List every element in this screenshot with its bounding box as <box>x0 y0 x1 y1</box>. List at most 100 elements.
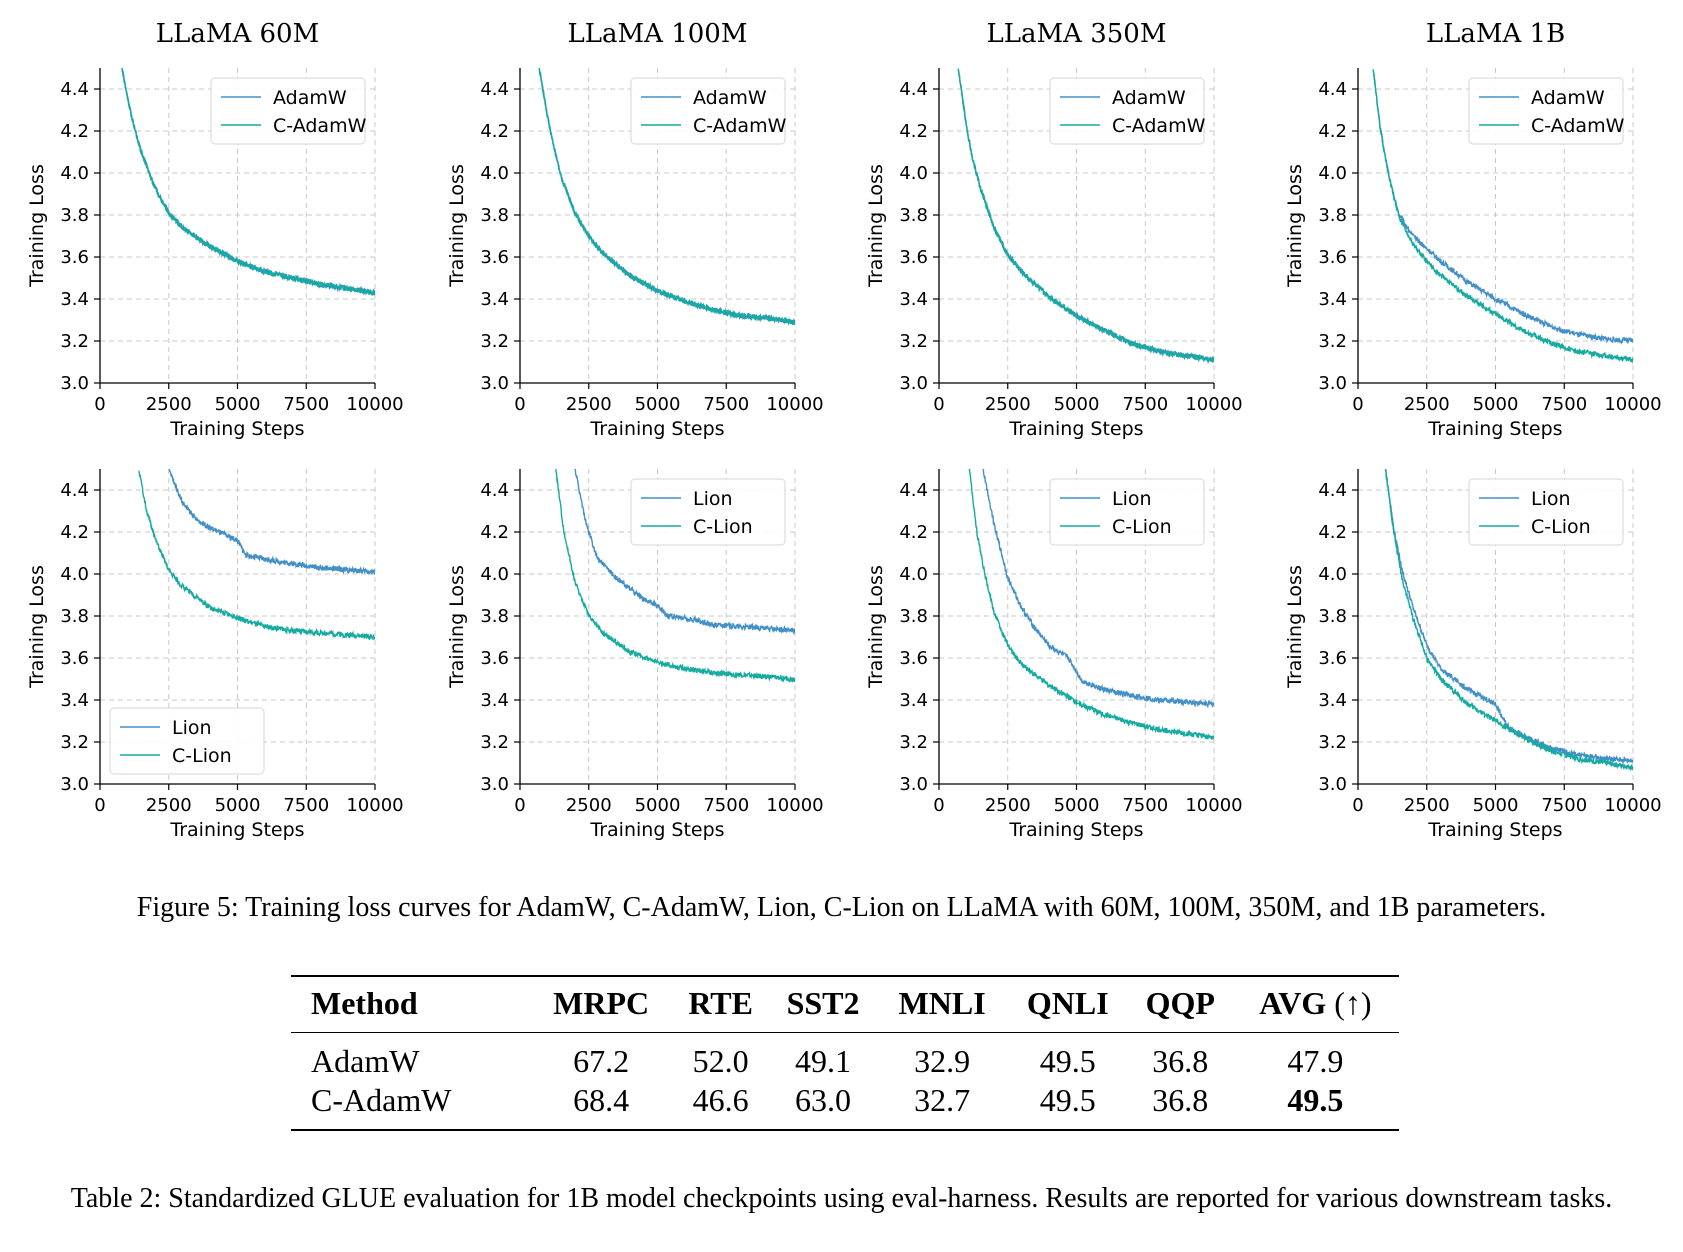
x-tick-label: 10000 <box>1604 795 1661 816</box>
series-line <box>957 68 1214 364</box>
y-tick-label: 3.2 <box>1318 331 1347 352</box>
series-line <box>574 469 795 636</box>
legend-label: C-Lion <box>1531 516 1591 538</box>
table-cell: 49.5 <box>1039 1043 1096 1079</box>
y-tick-label: 3.2 <box>60 331 89 352</box>
table-cell: 49.1 <box>795 1043 852 1079</box>
x-tick-label: 5000 <box>1054 795 1100 816</box>
y-tick-label: 3.8 <box>480 205 509 226</box>
x-tick-label: 10000 <box>346 394 403 415</box>
x-tick-label: 0 <box>933 394 944 415</box>
y-tick-label: 4.0 <box>899 564 928 585</box>
y-tick-label: 4.4 <box>480 79 509 100</box>
panel-title: LLaMA 350M <box>987 19 1167 49</box>
y-tick-label: 4.2 <box>60 522 89 543</box>
series-line <box>968 469 1214 740</box>
legend-label: C-AdamW <box>693 115 787 137</box>
y-tick-label: 3.2 <box>1318 732 1347 753</box>
x-tick-label: 10000 <box>766 394 823 415</box>
y-tick-label: 3.4 <box>60 690 89 711</box>
series-line <box>138 470 375 641</box>
legend-box <box>630 77 786 145</box>
x-tick-label: 0 <box>933 795 944 816</box>
legend-label: Lion <box>693 488 733 510</box>
y-axis-label: Training Loss <box>26 164 48 288</box>
x-axis-label: Training Steps <box>169 418 304 440</box>
y-tick-label: 4.4 <box>1318 480 1347 501</box>
y-tick-label: 4.0 <box>1318 163 1347 184</box>
table-cell: 49.5 <box>1039 1082 1096 1118</box>
header-rte: RTE <box>688 985 753 1021</box>
y-tick-label: 3.0 <box>480 373 509 394</box>
x-tick-label: 7500 <box>283 795 329 816</box>
table-cell: 68.4 <box>573 1082 630 1118</box>
table-cell: 32.9 <box>914 1043 971 1079</box>
table-cell: 46.6 <box>692 1082 749 1118</box>
y-tick-label: 4.4 <box>1318 79 1347 100</box>
y-tick-label: 3.2 <box>480 331 509 352</box>
legend-label: C-AdamW <box>1531 115 1625 137</box>
x-tick-label: 7500 <box>1541 394 1587 415</box>
x-tick-label: 5000 <box>215 394 261 415</box>
row-method: AdamW <box>311 1043 420 1079</box>
x-tick-label: 7500 <box>1122 795 1168 816</box>
y-axis-label: Training Loss <box>865 565 887 689</box>
x-tick-label: 7500 <box>1122 394 1168 415</box>
legend-box <box>1468 478 1624 546</box>
legend-label: C-AdamW <box>1112 115 1206 137</box>
x-tick-label: 10000 <box>1185 795 1242 816</box>
legend-label: Lion <box>1112 488 1152 510</box>
series-line <box>1384 469 1633 771</box>
x-tick-label: 2500 <box>985 795 1031 816</box>
y-tick-label: 3.4 <box>899 289 928 310</box>
legend-label: Lion <box>1531 488 1571 510</box>
table-cell: 36.8 <box>1152 1082 1209 1118</box>
x-axis-label: Training Steps <box>1008 418 1143 440</box>
series-line <box>121 68 375 296</box>
x-tick-label: 5000 <box>635 394 681 415</box>
y-tick-label: 3.6 <box>60 247 89 268</box>
y-tick-label: 3.6 <box>60 648 89 669</box>
x-tick-label: 2500 <box>1404 795 1450 816</box>
y-tick-label: 4.0 <box>899 163 928 184</box>
y-tick-label: 3.0 <box>899 373 928 394</box>
header-method: Method <box>311 985 418 1021</box>
legend-label: C-AdamW <box>273 115 367 137</box>
series-line <box>538 68 795 326</box>
row-method: C-AdamW <box>311 1082 452 1118</box>
x-tick-label: 7500 <box>1541 795 1587 816</box>
panel-title: LLaMA 60M <box>156 19 319 49</box>
y-axis-label: Training Loss <box>865 164 887 288</box>
header-qqp: QQP <box>1145 985 1215 1021</box>
loss-chart: 0 2500 5000 7500 10000 3.0 3.2 3.4 3.6 3.8 4.0 4.2 4… <box>865 469 1243 841</box>
legend-box <box>1468 77 1624 145</box>
x-tick-label: 2500 <box>146 394 192 415</box>
y-tick-label: 4.4 <box>60 79 89 100</box>
x-axis-label: Training Steps <box>1008 819 1143 841</box>
loss-chart: 0 2500 5000 7500 10000 3.0 3.2 3.4 3.6 3.8 4.0 4.2 4… <box>1284 19 1662 440</box>
table-cell: 67.2 <box>573 1043 630 1079</box>
y-tick-label: 4.2 <box>60 121 89 142</box>
y-tick-label: 3.2 <box>480 732 509 753</box>
y-tick-label: 4.2 <box>899 522 928 543</box>
y-tick-label: 3.0 <box>60 774 89 795</box>
loss-chart: 0 2500 5000 7500 10000 3.0 3.2 3.4 3.6 3.8 4.0 4.2 4… <box>26 19 404 440</box>
y-tick-label: 3.8 <box>480 606 509 627</box>
header-qnli: QNLI <box>1026 985 1109 1021</box>
y-tick-label: 4.2 <box>480 522 509 543</box>
x-tick-label: 0 <box>514 394 525 415</box>
legend-box <box>109 707 265 775</box>
loss-chart: 0 2500 5000 7500 10000 3.0 3.2 3.4 3.6 3.8 4.0 4.2 4… <box>446 469 824 841</box>
y-tick-label: 3.0 <box>1318 373 1347 394</box>
series-line <box>168 469 375 576</box>
y-tick-label: 3.4 <box>60 289 89 310</box>
legend-label: AdamW <box>1112 87 1186 109</box>
legend-label: C-Lion <box>1112 516 1172 538</box>
y-tick-label: 4.2 <box>480 121 509 142</box>
table-header-row: Method MRPC RTE SST2 MNLI QNLI QQP AVG (… <box>291 976 1399 1033</box>
y-axis-label: Training Loss <box>26 565 48 689</box>
x-tick-label: 5000 <box>635 795 681 816</box>
y-tick-label: 3.8 <box>60 205 89 226</box>
x-tick-label: 2500 <box>566 795 612 816</box>
panel-title: LLaMA 1B <box>1426 19 1565 49</box>
